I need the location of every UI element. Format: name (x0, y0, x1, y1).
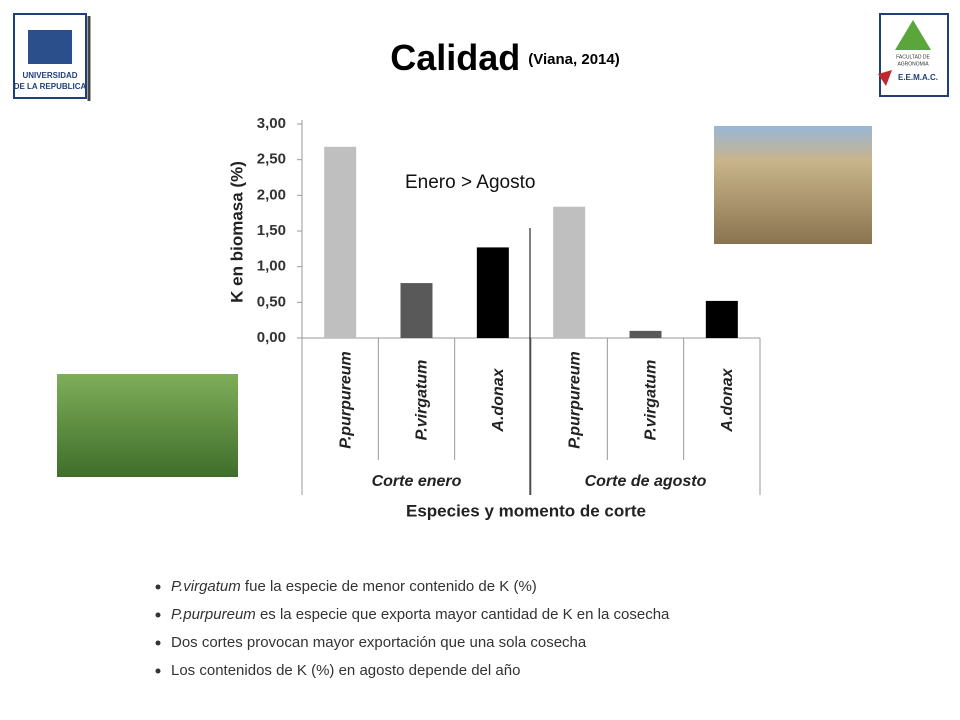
chart: 0,00 0,50 1,00 1,50 2,00 2,50 3,00 P.purpureum P… (227, 115, 761, 520)
title: Calidad (390, 37, 520, 78)
logo-right: FACULTAD DE AGRONOMIA E.E.M.A.C. (878, 13, 949, 97)
bullet-text: Los contenidos de K (%) en agosto depend… (171, 662, 520, 679)
y-tick-label: 3,00 (257, 115, 286, 132)
x-tick-label: A.donax (490, 367, 507, 432)
bullet-italic: P.virgatum (171, 578, 241, 595)
bar (705, 300, 738, 338)
bullet: Dos cortes provocan mayor exportación qu… (171, 634, 587, 651)
x-axis-label: Especies y momento de corte (406, 501, 646, 520)
bar (476, 247, 509, 338)
logo-text: UNIVERSIDAD (22, 71, 77, 80)
bullet-dot (155, 584, 161, 590)
x-tick-label: P.purpureum (337, 351, 354, 449)
logo-text: AGRONOMIA (897, 61, 929, 67)
bullet: Los contenidos de K (%) en agosto depend… (171, 662, 520, 679)
x-tick-label: P.virgatum (414, 360, 431, 441)
y-tick-label: 0,00 (257, 329, 286, 346)
bullet-text: fue la especie de menor contenido de K (… (241, 578, 537, 595)
logo-text: E.E.M.A.C. (898, 73, 938, 82)
slide-title: Calidad (Viana, 2014) (390, 37, 619, 78)
bar (324, 146, 357, 338)
bar (629, 330, 662, 338)
bullet-dot (155, 612, 161, 618)
logo-text: DE LA REPUBLICA (14, 82, 87, 91)
bullet: P.purpureum es la especie que exporta ma… (171, 606, 670, 623)
x-tick-label: P.purpureum (566, 351, 583, 449)
logo-text: FACULTAD DE (896, 54, 930, 60)
bullet-italic: P.purpureum (171, 606, 256, 623)
bullet-text: Dos cortes provocan mayor exportación qu… (171, 634, 587, 651)
bullet-text: es la especie que exporta mayor cantidad… (256, 606, 670, 623)
bullet: P.virgatum fue la especie de menor conte… (171, 578, 537, 595)
x-tick-label: P.virgatum (643, 360, 660, 441)
y-tick-label: 1,00 (257, 258, 286, 275)
annotation: Enero > Agosto (405, 172, 535, 193)
bullet-dot (155, 668, 161, 674)
bullet-dot (155, 640, 161, 646)
y-tick-label: 0,50 (257, 293, 286, 310)
y-tick-label: 2,00 (257, 186, 286, 203)
group-label: Corte enero (372, 473, 462, 490)
title-note: (Viana, 2014) (528, 51, 619, 68)
logo-left: UNIVERSIDAD DE LA REPUBLICA (13, 13, 91, 101)
group-label: Corte de agosto (585, 473, 707, 490)
bar (400, 283, 433, 338)
y-axis-label: K en biomasa (%) (227, 161, 246, 303)
x-tick-label: A.donax (719, 367, 736, 432)
y-tick-label: 2,50 (257, 151, 286, 168)
photo (57, 374, 238, 477)
y-tick-label: 1,50 (257, 222, 286, 239)
photo (714, 126, 872, 244)
bullet-list: P.virgatum fue la especie de menor conte… (155, 578, 670, 679)
bar (553, 206, 586, 338)
